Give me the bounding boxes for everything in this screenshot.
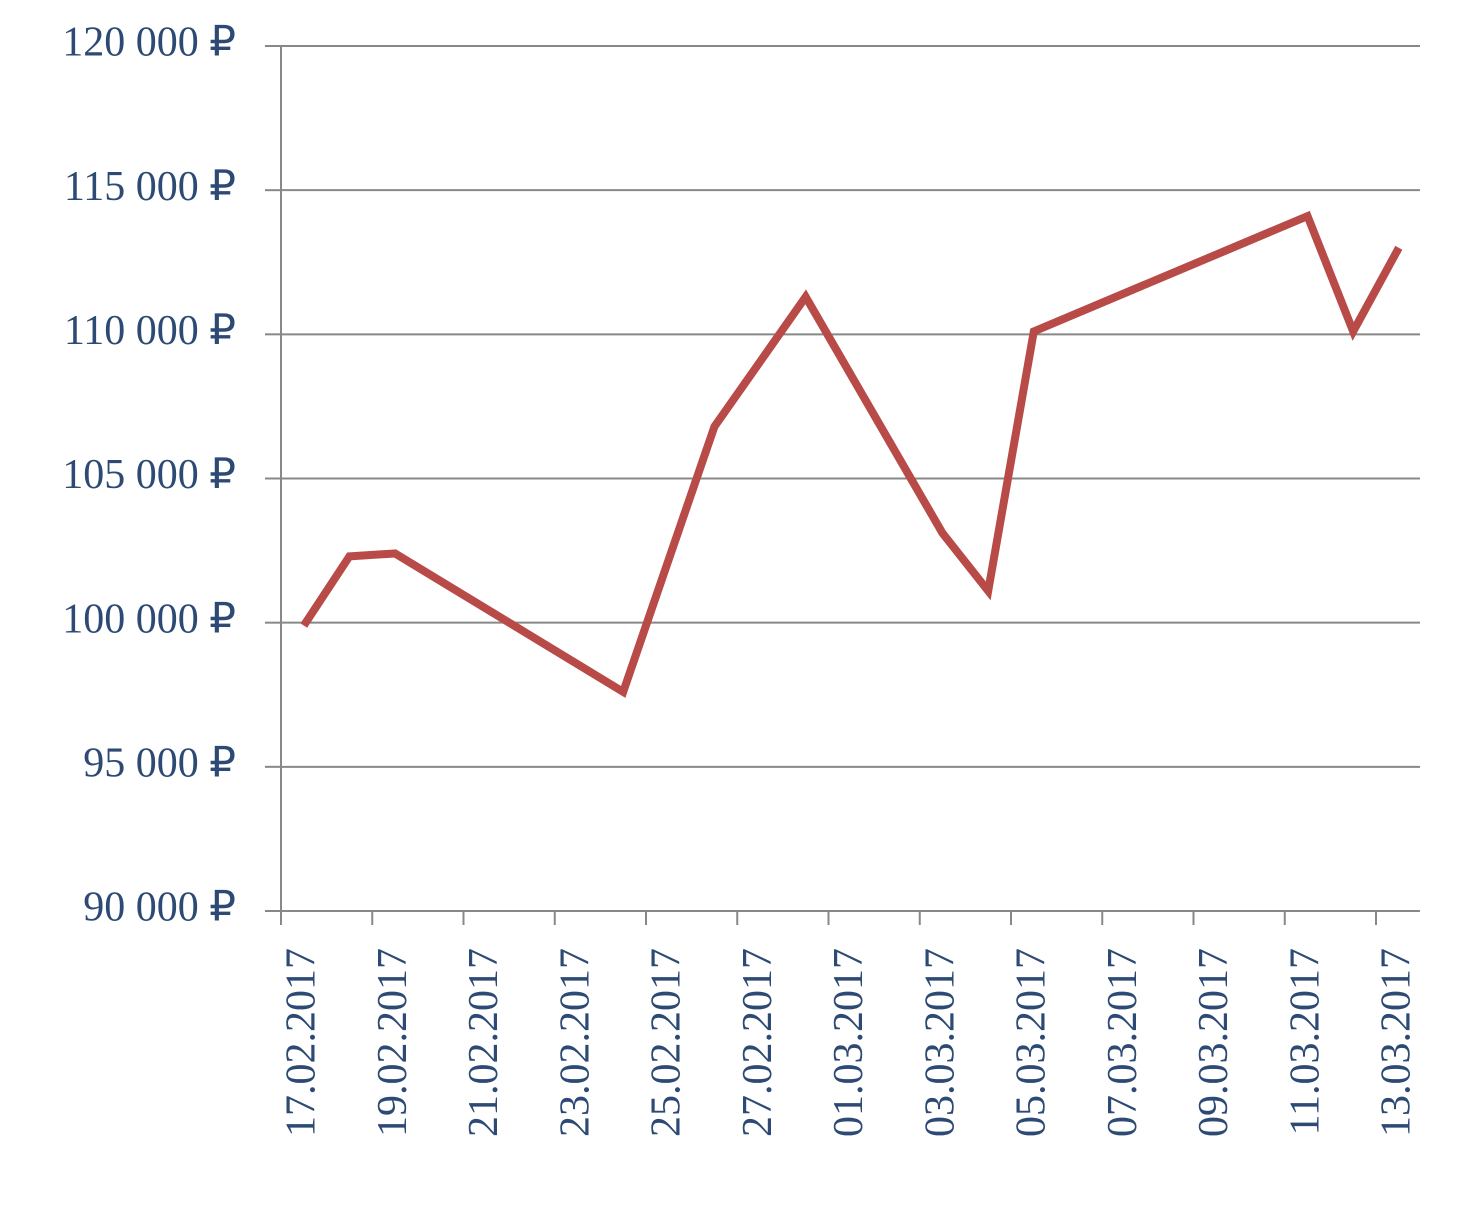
x-tick-label: 19.02.2017 — [370, 948, 416, 1137]
y-tick-label: 100 000 ₽ — [62, 596, 236, 642]
x-tick-label: 11.03.2017 — [1282, 948, 1328, 1135]
x-tick-label: 21.02.2017 — [461, 948, 507, 1137]
x-tick-label: 13.03.2017 — [1374, 948, 1420, 1137]
y-tick-label: 115 000 ₽ — [64, 164, 236, 210]
x-tick-label: 07.03.2017 — [1100, 948, 1146, 1137]
data-line — [300, 210, 1403, 698]
x-tick-label: 05.03.2017 — [1009, 948, 1055, 1137]
x-tick-label: 25.02.2017 — [644, 948, 690, 1137]
x-tick-label: 27.02.2017 — [735, 948, 781, 1137]
x-tick-label: 01.03.2017 — [826, 948, 872, 1137]
x-tick-label: 23.02.2017 — [552, 948, 598, 1137]
y-tick-label: 90 000 ₽ — [83, 885, 236, 931]
y-tick-label: 110 000 ₽ — [64, 308, 236, 354]
y-tick-label: 105 000 ₽ — [62, 452, 236, 498]
x-tick-label: 17.02.2017 — [279, 948, 325, 1137]
x-tick-label: 03.03.2017 — [917, 948, 963, 1137]
y-tick-label: 95 000 ₽ — [83, 740, 236, 786]
y-tick-label: 120 000 ₽ — [62, 20, 236, 66]
x-tick-label: 09.03.2017 — [1191, 948, 1237, 1137]
